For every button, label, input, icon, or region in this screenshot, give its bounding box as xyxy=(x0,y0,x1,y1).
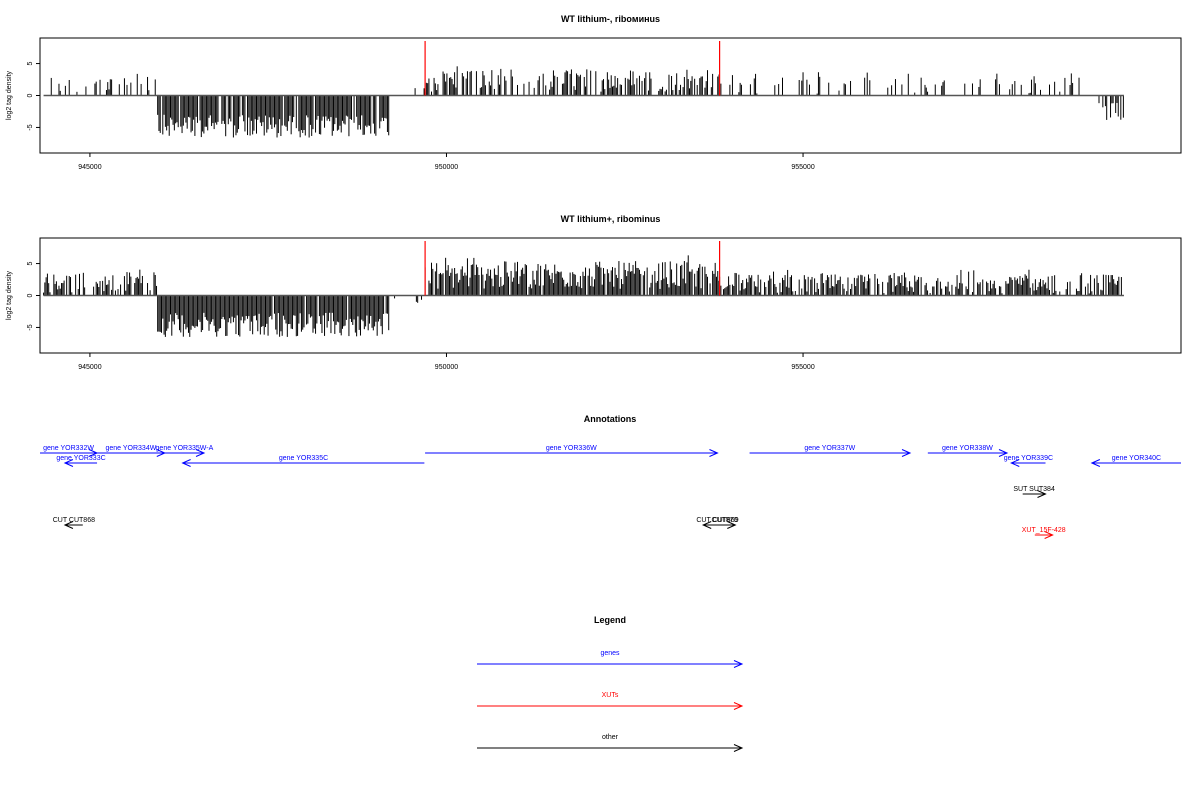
y-tick-label: 0 xyxy=(27,93,34,97)
signal-bars xyxy=(50,66,1124,138)
annotation-label: gene YOR335C xyxy=(279,455,328,462)
chart-title: WT lithium-, riboминus xyxy=(561,14,660,24)
annotation-arrow-head xyxy=(1090,459,1101,467)
annotation-label: gene YOR336W xyxy=(546,445,597,452)
annotation-label: gene YOR339C xyxy=(1004,455,1053,462)
annotation-label: gene YOR340C xyxy=(1112,455,1161,462)
x-tick-label: 950000 xyxy=(435,364,458,371)
annotation-arrow-head xyxy=(1044,531,1054,539)
annotation-arrow-head xyxy=(727,521,737,529)
profile-panel-lithium-minus: WT lithium-, riboминus log2 tag density -5… xyxy=(6,14,1182,171)
annotations-title: Annotations xyxy=(584,414,637,424)
legend-label: XUTs xyxy=(602,692,619,699)
annotation-arrow-head xyxy=(998,449,1009,457)
annotation-label: gene YOR338W xyxy=(942,445,993,452)
x-tick-label: 955000 xyxy=(791,164,814,171)
y-tick-label: -5 xyxy=(27,124,34,130)
x-tick-label: 945000 xyxy=(78,364,101,371)
annotation-label: XUT_15F-428 xyxy=(1022,527,1066,534)
annotation-arrow-head xyxy=(63,521,74,529)
y-tick-label: 0 xyxy=(27,293,34,297)
legend-label: other xyxy=(602,734,619,741)
legend-label: genes xyxy=(600,650,620,657)
profile-panel-lithium-plus: WT lithium+, ribominus log2 tag density -5… xyxy=(6,214,1182,371)
annotation-arrow-head xyxy=(181,459,191,467)
annotation-label: gene YOR334W xyxy=(105,445,156,452)
annotation-arrow-head xyxy=(709,449,719,457)
annotation-label: CUT CUT868 xyxy=(53,517,95,524)
chart-title: WT lithium+, ribominus xyxy=(561,214,661,224)
x-tick-label: 955000 xyxy=(791,364,814,371)
y-tick-label: 5 xyxy=(27,62,34,66)
annotation-arrow-head xyxy=(195,449,206,457)
legend-arrow-head xyxy=(733,660,744,668)
legend-arrow-head xyxy=(733,744,744,752)
legend-panel: Legend genes XUTs other xyxy=(477,615,744,752)
x-tick-label: 945000 xyxy=(78,164,101,171)
annotation-label: gene YOR333C xyxy=(56,455,105,462)
x-tick-label: 950000 xyxy=(435,164,458,171)
annotation-arrow-head xyxy=(1037,490,1047,498)
annotation-label: CUT CUT869 xyxy=(696,517,738,524)
annotation-label: SUT SUT384 xyxy=(1013,486,1055,493)
annotation-label: gene YOR332W xyxy=(43,445,94,452)
annotation-arrow-head xyxy=(63,459,74,467)
y-axis-label: log2 tag density xyxy=(6,70,13,120)
y-tick-label: 5 xyxy=(27,262,34,266)
annotation-arrow-head xyxy=(1010,459,1020,467)
legend-title: Legend xyxy=(594,615,626,625)
legend-arrow-head xyxy=(733,702,744,710)
annotation-arrow-head xyxy=(701,521,712,529)
signal-bars xyxy=(43,255,1122,337)
annotation-label: gene YOR337W xyxy=(804,445,855,452)
annotation-label: gene YOR335W-A xyxy=(156,445,214,452)
y-tick-label: -5 xyxy=(27,324,34,330)
y-axis-label: log2 tag density xyxy=(6,270,13,320)
annotation-label: CUT870 xyxy=(712,517,738,524)
annotation-arrow-head xyxy=(901,449,912,457)
